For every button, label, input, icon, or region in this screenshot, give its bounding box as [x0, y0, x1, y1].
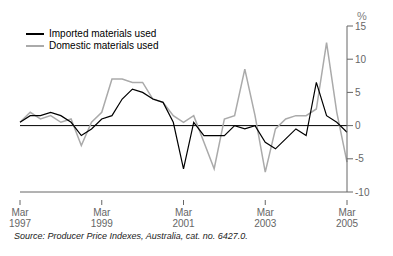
- html-text:Domestic materials used: Domestic materials used: [49, 40, 159, 51]
- svg-text:%: %: [357, 10, 367, 22]
- svg-text:Mar2001: Mar2001: [172, 207, 195, 229]
- svg-text:Mar1997: Mar1997: [9, 207, 32, 229]
- html-text:Imported materials used: Imported materials used: [49, 28, 157, 39]
- svg-text:5: 5: [355, 87, 361, 98]
- svg-text:Mar2005: Mar2005: [336, 207, 359, 229]
- svg-text:-5: -5: [355, 153, 364, 164]
- svg-text:Mar2003: Mar2003: [254, 207, 277, 229]
- svg-text:Mar1999: Mar1999: [91, 207, 114, 229]
- svg-text:-10: -10: [355, 187, 370, 198]
- svg-text:0: 0: [355, 120, 361, 131]
- svg-text:15: 15: [355, 21, 367, 32]
- svg-text:10: 10: [355, 54, 367, 65]
- html-text:Source: Producer Price Indexes: Source: Producer Price Indexes, Australi…: [14, 231, 248, 241]
